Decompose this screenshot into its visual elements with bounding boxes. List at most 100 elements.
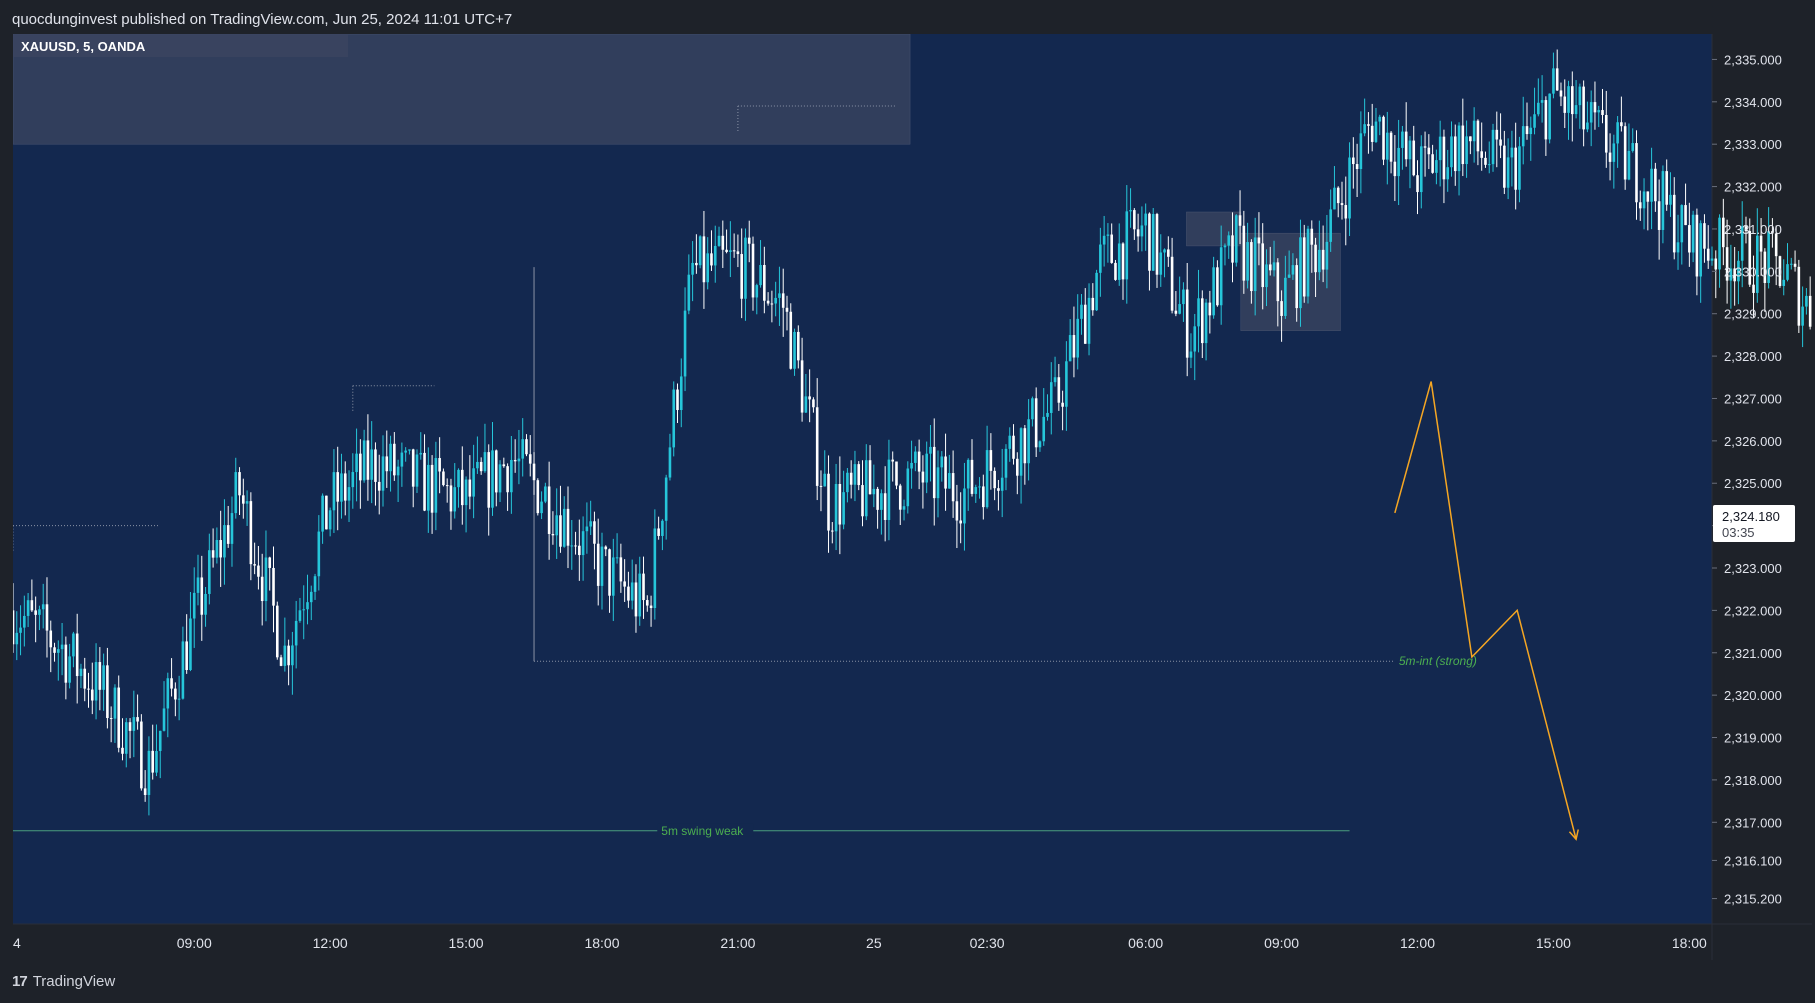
candle-body: [1197, 298, 1200, 327]
y-tick-label: 2,331.000: [1724, 222, 1782, 237]
candle-body: [785, 307, 789, 312]
candle-body: [1604, 115, 1608, 153]
x-tick-label: 24: [13, 935, 21, 951]
candle-body: [842, 492, 845, 525]
candle-body: [1608, 152, 1612, 162]
candle-body: [1261, 243, 1265, 288]
candle-body: [460, 469, 464, 506]
candle-body: [68, 656, 71, 683]
candle-body: [1091, 297, 1095, 311]
candle-body: [200, 577, 204, 615]
candle-body: [90, 689, 94, 701]
candle-body: [1469, 136, 1472, 142]
candle-body: [1231, 235, 1234, 263]
candle-body: [683, 310, 687, 377]
candle-body: [1284, 277, 1287, 316]
candle-body: [1665, 171, 1668, 205]
candle-body: [1080, 304, 1083, 319]
candle-body: [238, 472, 241, 496]
candle-body: [332, 472, 336, 511]
candle-body: [106, 665, 109, 719]
candle-body: [208, 550, 211, 594]
candle-body: [1185, 289, 1189, 358]
candle-body: [192, 592, 196, 619]
candle-body: [1763, 251, 1767, 283]
candle-body: [562, 508, 566, 547]
candle-body: [268, 557, 272, 568]
candle-body: [1386, 132, 1389, 160]
candle-body: [1125, 211, 1129, 280]
candle-body: [377, 481, 381, 491]
candle-body: [479, 461, 483, 472]
candle-body: [385, 456, 389, 472]
candlestick-chart[interactable]: 5m-int (strong) 5m swing weak 2,335.000 2,…: [5, 33, 1815, 960]
candle-body: [1136, 229, 1140, 237]
tradingview-logo[interactable]: 17 TradingView: [12, 973, 115, 990]
candle-body: [800, 360, 804, 413]
candle-body: [1140, 225, 1144, 237]
candle-body: [1321, 249, 1325, 270]
x-axis-ticks: 24 09:00 12:00 15:00 18:00 21:00 25 02:30 06:00 0…: [5, 935, 1707, 951]
candle-body: [38, 609, 41, 615]
candle-body: [702, 236, 706, 283]
candle-body: [778, 293, 781, 298]
candle-body: [1778, 256, 1782, 286]
candle-body: [272, 567, 275, 606]
candle-body: [574, 545, 577, 547]
candle-body: [1370, 125, 1374, 142]
candle-body: [1586, 122, 1589, 130]
candle-body: [196, 577, 200, 593]
y-tick-label: 2,327.000: [1724, 391, 1782, 406]
candle-body: [1740, 226, 1744, 261]
candle-body: [1065, 361, 1068, 407]
candle-body: [959, 520, 962, 524]
candle-body: [755, 285, 759, 298]
candle-body: [540, 501, 543, 514]
candle-body: [861, 485, 864, 517]
candle-body: [951, 473, 955, 502]
candle-body: [204, 593, 207, 615]
candle-body: [1404, 131, 1408, 160]
candle-body: [747, 237, 751, 244]
candle-body: [1529, 127, 1533, 135]
candle-body: [64, 644, 68, 683]
candle-body: [1314, 244, 1317, 273]
candle-body: [381, 456, 385, 491]
candle-body: [1495, 129, 1499, 140]
candle-body: [1049, 382, 1053, 413]
y-tick-label: 2,319.000: [1724, 731, 1782, 746]
candle-body: [1555, 68, 1559, 91]
candle-body: [717, 235, 721, 246]
candle-body: [291, 645, 294, 666]
chart-area[interactable]: 5m-int (strong) 5m swing weak 2,335.000 2,…: [5, 33, 1815, 960]
candle-body: [136, 717, 139, 722]
candle-body: [627, 586, 630, 601]
candle-body: [1257, 237, 1261, 244]
candle-body: [963, 488, 966, 524]
candle-body: [83, 668, 87, 689]
candle-body: [687, 274, 691, 311]
candle-body: [1250, 242, 1253, 292]
y-tick-label: 2,317.000: [1724, 815, 1782, 830]
candle-body: [536, 480, 540, 514]
candle-body: [11, 610, 15, 645]
candle-body: [1578, 86, 1582, 106]
candle-body: [604, 546, 608, 550]
candle-body: [1503, 145, 1506, 188]
candle-body: [759, 265, 762, 286]
candle-body: [174, 688, 177, 700]
candle-body: [804, 396, 808, 413]
candle-body: [242, 495, 245, 504]
candle-body: [1669, 194, 1672, 205]
candle-body: [1333, 187, 1336, 210]
candle-body: [476, 461, 479, 469]
candle-body: [1548, 93, 1551, 140]
candle-body: [294, 620, 298, 646]
x-tick-label: 09:00: [1264, 935, 1299, 951]
candle-body: [147, 750, 151, 795]
candle-body: [525, 439, 528, 455]
candle-body: [1201, 298, 1204, 344]
candle-body: [532, 463, 536, 481]
top-bar: quocdunginvest published on TradingView.…: [0, 0, 1815, 40]
candle-body: [1691, 214, 1695, 253]
